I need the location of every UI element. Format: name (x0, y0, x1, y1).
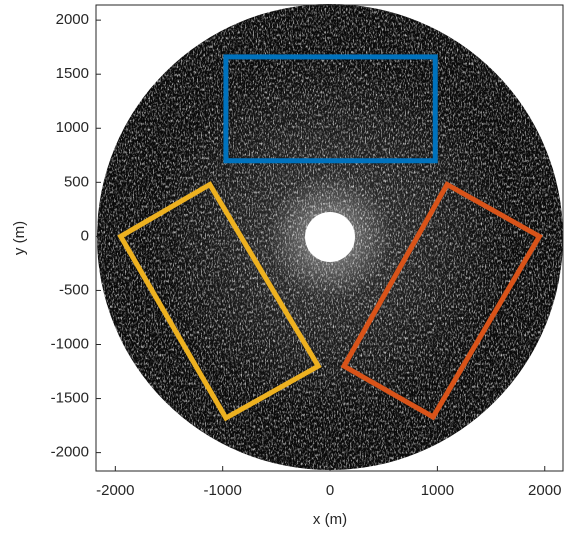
radar-image (96, 4, 564, 472)
y-tick-label: 1500 (56, 65, 89, 82)
x-tick-label: 1000 (421, 482, 454, 499)
y-tick-label: -500 (59, 281, 89, 298)
chart: x (m) y (m) -2000 -1000 0 1000 2000 -2000 -150… (0, 0, 568, 533)
x-tick-label: -1000 (203, 482, 241, 499)
x-tick-label: 0 (326, 482, 334, 499)
page: {"chart_data": {"type": "polygon", "xlab… (0, 0, 568, 533)
x-tick-label: -2000 (96, 482, 134, 499)
x-axis-label: x (m) (313, 511, 347, 528)
x-tick-label: 2000 (528, 482, 561, 499)
y-tick-label: -2000 (51, 444, 89, 461)
y-tick-label: 2000 (56, 11, 89, 28)
y-tick-label: 1000 (56, 119, 89, 136)
y-tick-label: 0 (81, 227, 89, 244)
y-axis-label: y (m) (11, 221, 28, 255)
y-tick-label: -1000 (51, 335, 89, 352)
y-tick-label: 500 (64, 173, 89, 190)
y-tick-label: -1500 (51, 390, 89, 407)
